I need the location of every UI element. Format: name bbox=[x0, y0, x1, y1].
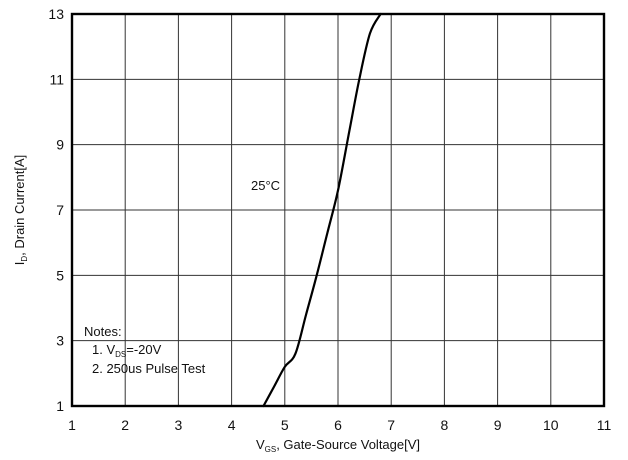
y-tick-label: 9 bbox=[56, 137, 64, 153]
temperature-annotation: 25°C bbox=[251, 178, 280, 193]
x-tick-label: 6 bbox=[334, 417, 342, 433]
y-tick-label: 3 bbox=[56, 333, 64, 349]
plot-frame bbox=[70, 12, 606, 408]
x-tick-label: 2 bbox=[121, 417, 129, 433]
y-axis-label: ID, Drain Current[A] bbox=[12, 155, 29, 266]
y-tick-label: 1 bbox=[56, 398, 64, 414]
x-tick-label: 10 bbox=[543, 417, 559, 433]
grid-lines bbox=[72, 14, 604, 406]
y-tick-label: 13 bbox=[48, 6, 64, 22]
x-tick-label: 1 bbox=[68, 417, 76, 433]
x-tick-label: 5 bbox=[281, 417, 289, 433]
y-tick-label: 7 bbox=[56, 202, 64, 218]
notes-title: Notes: bbox=[84, 324, 122, 339]
y-tick-label: 5 bbox=[56, 267, 64, 283]
x-tick-labels: 1 2 3 4 5 6 7 8 9 10 11 bbox=[68, 417, 611, 433]
x-axis-label: VGS, Gate-Source Voltage[V] bbox=[256, 437, 420, 454]
drain-current-curve bbox=[262, 12, 382, 408]
notes-line-2: 2. 250us Pulse Test bbox=[92, 361, 206, 376]
notes-line-1: 1. VDS=-20V bbox=[92, 342, 162, 359]
y-tick-label: 11 bbox=[49, 71, 64, 87]
x-tick-label: 9 bbox=[494, 417, 502, 433]
x-tick-label: 7 bbox=[387, 417, 395, 433]
x-tick-label: 11 bbox=[597, 417, 612, 433]
x-tick-label: 8 bbox=[441, 417, 449, 433]
x-tick-label: 3 bbox=[175, 417, 183, 433]
x-tick-label: 4 bbox=[228, 417, 236, 433]
